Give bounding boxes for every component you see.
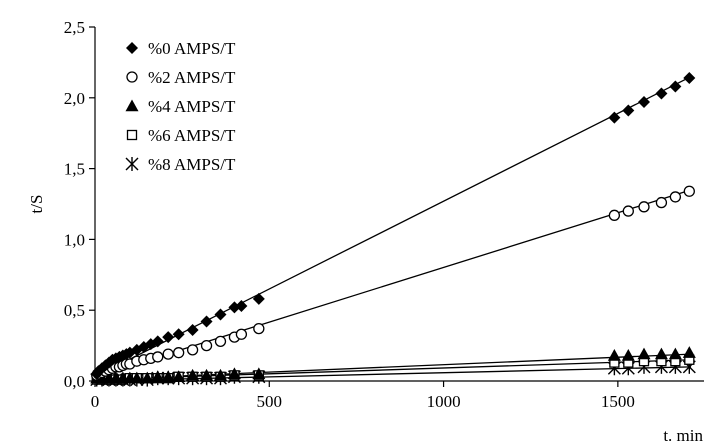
data-point xyxy=(608,111,621,124)
legend-item: %2 AMPS/T xyxy=(126,68,236,87)
data-point xyxy=(253,322,265,335)
fit-line xyxy=(94,359,692,381)
x-tick-label: 1000 xyxy=(427,392,461,411)
ticks: 0,0 0,5 1,0 1,5 2,0 2,5 0 500 1000 1500 xyxy=(64,18,635,411)
y-tick-label: 0,0 xyxy=(64,372,85,391)
y-tick-label: 1,5 xyxy=(64,160,85,179)
data-point xyxy=(654,347,668,360)
x-tick-label: 1500 xyxy=(601,392,635,411)
legend-item: %6 AMPS/T xyxy=(126,126,236,145)
data-point xyxy=(162,331,175,344)
data-point xyxy=(669,191,682,203)
legend-item: %8 AMPS/T xyxy=(125,155,236,174)
data-point xyxy=(151,335,164,348)
x-tick-label: 0 xyxy=(91,392,100,411)
data-point xyxy=(682,346,696,358)
fit-line xyxy=(94,353,692,381)
data-point xyxy=(622,205,634,217)
data-point xyxy=(638,96,650,109)
data-point xyxy=(655,87,668,100)
data-point xyxy=(252,367,266,380)
legend-label: %8 AMPS/T xyxy=(148,155,236,174)
legend-label: %6 AMPS/T xyxy=(148,126,236,145)
data-point xyxy=(608,209,621,221)
fit-lines xyxy=(94,75,692,382)
data-point xyxy=(607,349,621,361)
data-point xyxy=(668,347,682,360)
data-point xyxy=(172,328,185,341)
data-point xyxy=(638,201,650,213)
legend-marker xyxy=(125,157,139,171)
legend-marker xyxy=(126,42,138,54)
y-axis-label: t/S xyxy=(27,195,46,214)
x-tick-label: 500 xyxy=(257,392,283,411)
data-point xyxy=(186,344,199,356)
fit-line xyxy=(94,75,692,378)
legend: %0 AMPS/T %2 AMPS/T %4 AMPS/T %6 AMPS/T %8 A… xyxy=(125,39,236,174)
data-point xyxy=(235,299,248,312)
y-tick-label: 0,5 xyxy=(64,301,85,320)
data-point xyxy=(622,104,635,117)
data-point xyxy=(200,315,213,328)
legend-marker xyxy=(126,71,138,83)
data-point xyxy=(214,308,227,321)
data-point xyxy=(621,349,635,361)
data-point xyxy=(172,370,186,382)
data-point xyxy=(161,370,175,382)
data-point xyxy=(213,368,227,381)
data-point xyxy=(235,328,248,340)
legend-item: %0 AMPS/T xyxy=(126,39,236,58)
data-point xyxy=(200,368,214,381)
data-point xyxy=(669,80,682,93)
legend-marker xyxy=(126,129,138,141)
data-point xyxy=(655,196,668,209)
data-point xyxy=(152,351,164,363)
data-point xyxy=(162,348,174,360)
data-point xyxy=(683,185,695,197)
legend-label: %4 AMPS/T xyxy=(148,97,236,116)
fit-line xyxy=(94,366,692,382)
legend-marker xyxy=(125,99,139,112)
data-point xyxy=(683,71,696,84)
data-point xyxy=(214,335,227,348)
x-axis-label: t. min xyxy=(663,426,703,445)
y-tick-label: 1,0 xyxy=(64,230,85,249)
data-point xyxy=(151,370,165,382)
legend-label: %2 AMPS/T xyxy=(148,68,236,87)
fit-line xyxy=(94,189,692,378)
data-point xyxy=(140,371,154,384)
data-point xyxy=(252,292,265,305)
data-point xyxy=(227,367,241,380)
data-point xyxy=(200,339,213,352)
y-tick-label: 2,0 xyxy=(64,89,85,108)
data-markers xyxy=(90,71,696,387)
legend-label: %0 AMPS/T xyxy=(148,39,236,58)
y-tick-label: 2,5 xyxy=(64,18,85,37)
data-point xyxy=(186,324,199,337)
legend-item: %4 AMPS/T xyxy=(125,97,236,116)
data-point xyxy=(186,368,200,381)
data-point xyxy=(637,347,651,360)
data-point xyxy=(130,371,144,384)
data-point xyxy=(173,347,185,359)
